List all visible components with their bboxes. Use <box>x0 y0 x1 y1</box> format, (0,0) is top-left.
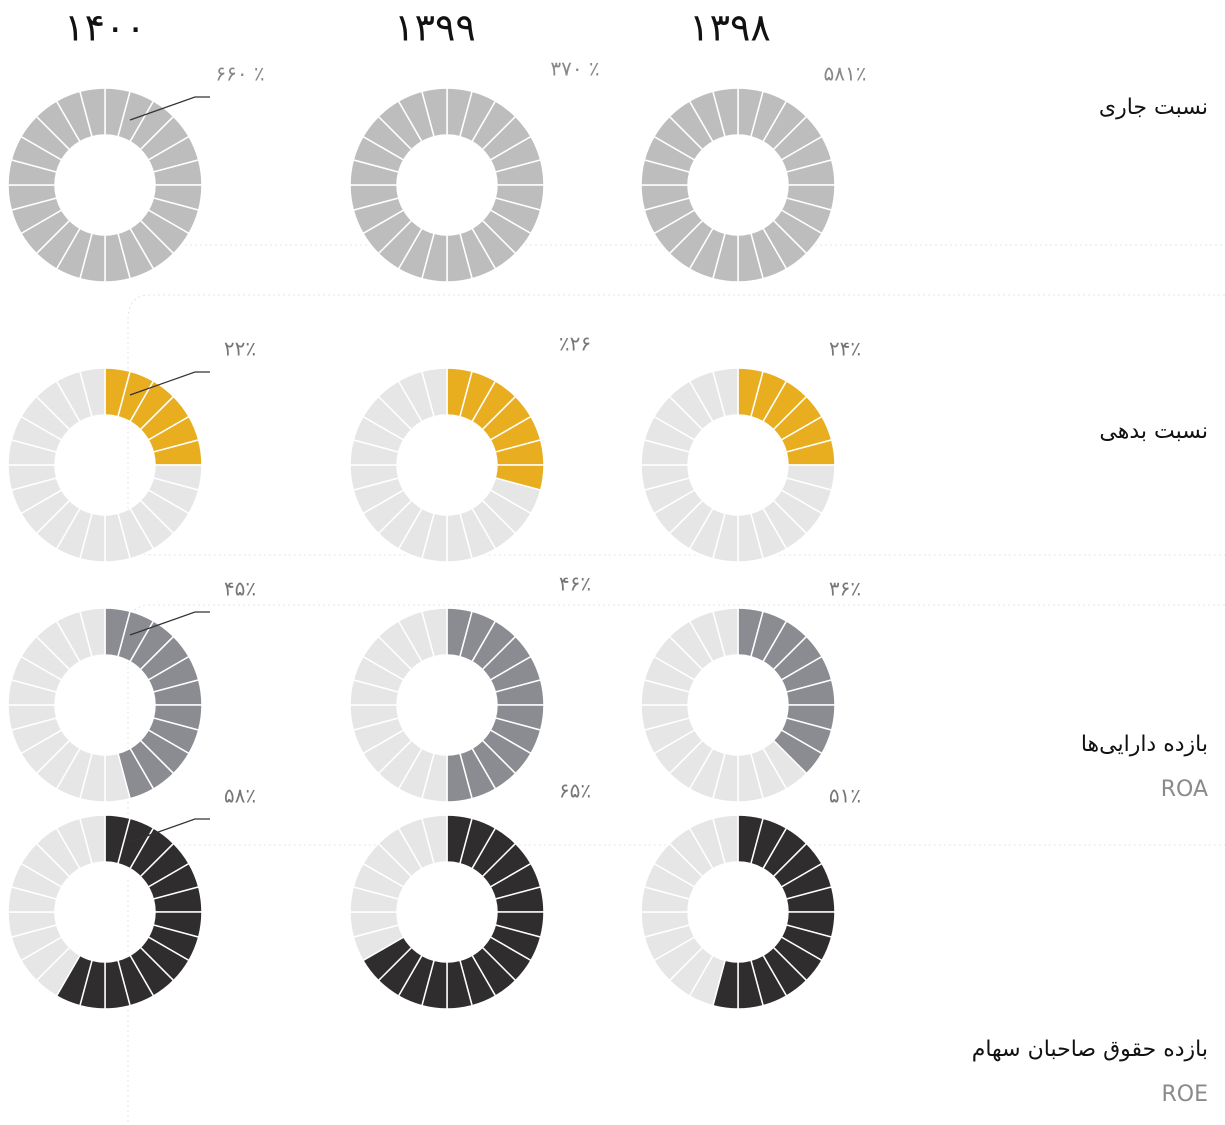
year-header: ۱۴۰۰ <box>64 6 146 50</box>
leader-line <box>129 611 210 636</box>
value-label: ۶۶۰ ٪ <box>215 62 264 86</box>
year-header: ۱۳۹۹ <box>394 6 476 50</box>
leader-line <box>129 96 210 121</box>
donut-track <box>711 814 739 865</box>
row-label: بازده حقوق صاحبان سهام <box>972 1037 1208 1062</box>
value-label: ۶۵٪ <box>559 779 591 803</box>
donut <box>640 367 836 563</box>
donut <box>349 87 545 283</box>
donut <box>349 367 545 563</box>
value-label: ۴۶٪ <box>559 572 591 596</box>
donut <box>640 814 836 1010</box>
donut-track <box>78 814 106 865</box>
donut <box>7 87 203 283</box>
value-label: ۳۶٪ <box>829 577 861 601</box>
leader-line <box>129 371 210 396</box>
value-label: ٪۲۶ <box>559 332 591 356</box>
donut-track <box>78 367 106 418</box>
value-label: ۲۴٪ <box>829 337 861 361</box>
donut <box>7 607 203 803</box>
donut-segment <box>78 87 106 138</box>
value-label: ۴۵٪ <box>224 577 256 601</box>
donut-track <box>420 367 448 418</box>
donut-segment <box>711 87 739 138</box>
row-sublabel: ROA <box>1161 777 1208 802</box>
year-header: ۱۳۹۸ <box>689 6 771 50</box>
donut <box>7 814 203 1010</box>
value-label: ۳۷۰ ٪ <box>550 57 599 81</box>
leader-line <box>129 818 210 843</box>
donut-segment <box>420 87 448 138</box>
value-label: ۲۲٪ <box>224 337 256 361</box>
row-label: بازده دارایی‌ها <box>1081 732 1208 757</box>
donut <box>349 814 545 1010</box>
donut-track <box>711 367 739 418</box>
row-label: نسبت جاری <box>1099 95 1208 120</box>
donut-track <box>420 814 448 865</box>
donut <box>349 607 545 803</box>
row-label: نسبت بدهی <box>1099 419 1208 444</box>
donut-track <box>78 607 106 658</box>
donut <box>7 367 203 563</box>
donut <box>640 87 836 283</box>
value-label: ۵۸٪ <box>224 784 256 808</box>
row-sublabel: ROE <box>1161 1082 1208 1107</box>
donut <box>640 607 836 803</box>
value-label: ۵۸۱٪ <box>824 62 867 86</box>
value-label: ۵۱٪ <box>829 784 861 808</box>
donut-track <box>711 607 739 658</box>
donut-track <box>420 607 448 658</box>
